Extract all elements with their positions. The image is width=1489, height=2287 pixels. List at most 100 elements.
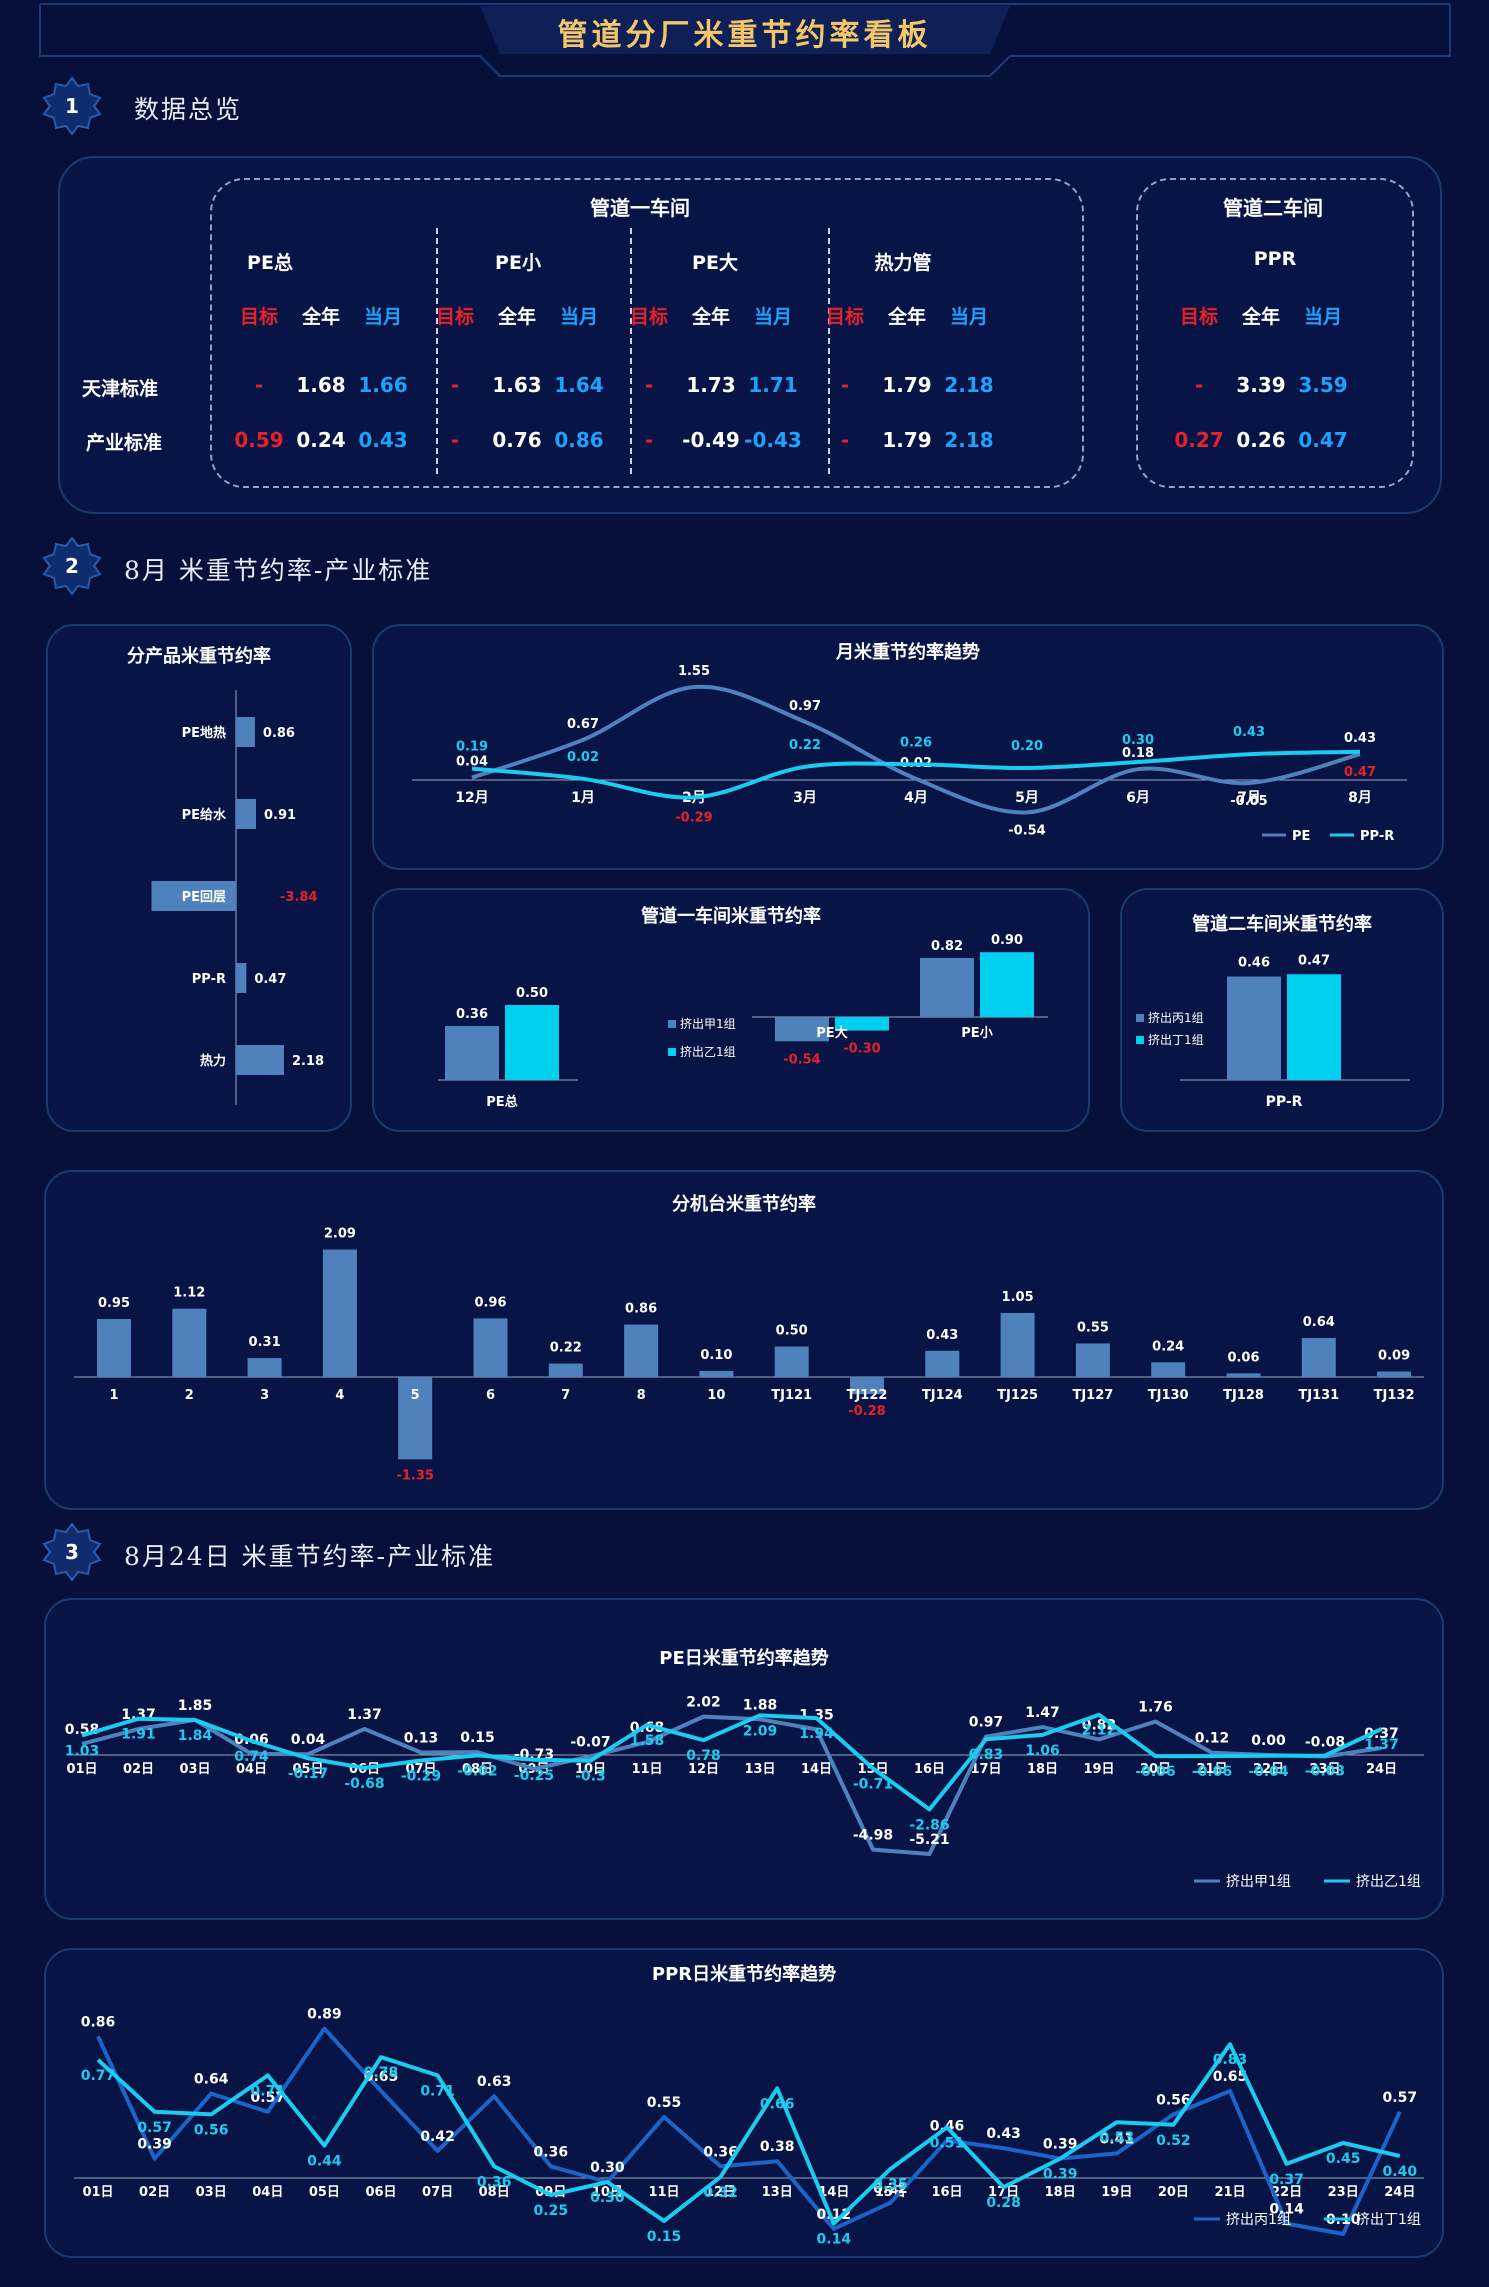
ws2-chart-title: 管道二车间米重节约率 bbox=[1192, 914, 1372, 935]
bar-TJ131 bbox=[1301, 1337, 1336, 1377]
x-tick-label: 18日 bbox=[1027, 1762, 1058, 1777]
data-label: 0.74 bbox=[234, 1749, 269, 1765]
x-tick-label: 10 bbox=[707, 1388, 725, 1403]
data-label: -0.06 bbox=[1192, 1764, 1232, 1780]
bar-3 bbox=[247, 1358, 282, 1377]
data-label: 2.12 bbox=[1082, 1723, 1117, 1739]
bar-PE给水 bbox=[236, 799, 257, 829]
data-label: 0.77 bbox=[81, 2068, 116, 2084]
legend-label: 挤出乙1组 bbox=[1356, 1874, 1421, 1890]
legend-label: 挤出丁1组 bbox=[1356, 2212, 1421, 2228]
data-label: 0.38 bbox=[760, 2139, 795, 2155]
data-label: 0.02 bbox=[567, 750, 599, 765]
monthly-chart-title: 月米重节约率趋势 bbox=[836, 642, 980, 663]
data-label: 0.40 bbox=[1383, 2164, 1418, 2180]
data-label: 0.55 bbox=[1077, 1320, 1109, 1335]
data-label: 0.25 bbox=[534, 2203, 569, 2219]
data-label: 1.55 bbox=[678, 664, 710, 679]
data-label: 0.90 bbox=[991, 933, 1023, 948]
data-label: 0.42 bbox=[420, 2129, 455, 2145]
data-label: 0.46 bbox=[1238, 956, 1270, 971]
x-tick-label: 4 bbox=[335, 1388, 344, 1403]
data-label: 0.14 bbox=[1269, 2202, 1304, 2218]
cell-value: 2.18 bbox=[944, 428, 994, 452]
ppr-daily-chart: 01日 02日 03日 04日 05日 06日 07日 08日 09日 10日 11日 12日 13日 1… bbox=[74, 2007, 1424, 2248]
col-head: 全年 bbox=[301, 306, 340, 328]
category-label: PE小 bbox=[961, 1026, 992, 1041]
x-tick-label: 02日 bbox=[139, 2185, 170, 2200]
legend-swatch bbox=[668, 1020, 676, 1028]
workshop1-box bbox=[210, 178, 1084, 488]
x-tick-label: 01日 bbox=[66, 1762, 97, 1777]
ppr-daily-panel bbox=[44, 1948, 1444, 2258]
data-label: 0.13 bbox=[404, 1731, 439, 1747]
group-name: PE总 bbox=[247, 252, 293, 274]
series-line-挤出丁1组 bbox=[96, 2042, 1401, 2226]
x-tick-label: 2 bbox=[185, 1388, 194, 1403]
x-tick-label: TJ121 bbox=[771, 1388, 812, 1403]
legend-label: PP-R bbox=[1360, 829, 1394, 844]
row-label-industry: 产业标准 bbox=[86, 432, 163, 454]
series-line-挤出乙1组 bbox=[81, 1712, 1383, 1812]
bar-4 bbox=[322, 1249, 357, 1377]
x-tick-label: 7 bbox=[561, 1388, 570, 1403]
pe-daily-panel bbox=[44, 1598, 1444, 1920]
cell-value: - bbox=[450, 373, 460, 397]
data-label: 0.43 bbox=[1233, 725, 1265, 740]
data-label: 0.37 bbox=[1364, 1726, 1399, 1742]
data-label: 0.09 bbox=[1378, 1349, 1410, 1364]
data-label: 0.04 bbox=[291, 1732, 326, 1748]
col-head: 当月 bbox=[753, 306, 792, 328]
bar-TJ132 bbox=[1377, 1371, 1412, 1377]
x-tick-label: 7月 bbox=[1237, 790, 1261, 806]
x-tick-label: 06日 bbox=[365, 2185, 396, 2200]
x-tick-label: 21日 bbox=[1196, 1762, 1227, 1777]
data-label: 0.39 bbox=[1043, 2137, 1078, 2153]
data-label: 0.43 bbox=[1344, 731, 1376, 746]
data-label: 0.36 bbox=[703, 2144, 738, 2160]
bar-PE总-挤出甲1组 bbox=[445, 1026, 499, 1080]
data-label: -0.25 bbox=[514, 1768, 554, 1784]
group-name: PE大 bbox=[692, 252, 738, 274]
data-label: -0.54 bbox=[783, 1052, 820, 1067]
x-tick-label: TJ128 bbox=[1223, 1388, 1264, 1403]
data-label: 0.66 bbox=[760, 2096, 795, 2112]
bar-PE大-挤出乙1组 bbox=[835, 1017, 889, 1031]
data-label: -0.05 bbox=[1230, 794, 1267, 809]
cell-value: 1.79 bbox=[882, 373, 932, 397]
x-tick-label: 19日 bbox=[1101, 2185, 1132, 2200]
x-tick-label: 3月 bbox=[793, 790, 817, 806]
data-label: 1.35 bbox=[799, 1707, 834, 1723]
ws2-chart-panel bbox=[1120, 888, 1444, 1132]
value-label: 0.86 bbox=[263, 726, 295, 741]
data-label: 1.47 bbox=[1025, 1705, 1060, 1721]
data-label: -0.02 bbox=[457, 1763, 497, 1779]
data-label: 0.83 bbox=[969, 1747, 1004, 1763]
cell-value: 0.24 bbox=[296, 428, 346, 452]
data-label: 0.97 bbox=[969, 1715, 1004, 1731]
col-head: 当月 bbox=[1303, 306, 1342, 328]
x-tick-label: 1月 bbox=[571, 790, 595, 806]
x-tick-label: 17日 bbox=[970, 1762, 1001, 1777]
data-label: 0.67 bbox=[567, 717, 599, 732]
cell-value: - bbox=[1194, 373, 1204, 397]
data-label: -0.71 bbox=[853, 1776, 893, 1792]
data-label: 0.95 bbox=[98, 1296, 130, 1311]
x-tick-label: 05日 bbox=[309, 2185, 340, 2200]
data-label: 0.28 bbox=[986, 2195, 1021, 2211]
data-label: 0.26 bbox=[900, 735, 932, 750]
cell-value: -0.49 bbox=[682, 428, 740, 452]
svg-text:3: 3 bbox=[65, 1540, 79, 1564]
product-chart-panel bbox=[46, 624, 352, 1132]
bar-TJ121 bbox=[774, 1346, 809, 1377]
x-tick-label: 16日 bbox=[914, 1762, 945, 1777]
data-label: 0.45 bbox=[1326, 2151, 1361, 2167]
data-label: 1.94 bbox=[799, 1726, 834, 1742]
product-chart: PE地热 0.86 PE给水 0.91 PE回层 -3.84 PP-R 0.47 热力 2.18 bbox=[151, 690, 324, 1105]
data-label: 0.14 bbox=[817, 2232, 852, 2248]
x-tick-label: 22日 bbox=[1271, 2185, 1302, 2200]
bar-PP-R bbox=[236, 963, 247, 993]
data-label: 0.30 bbox=[590, 2190, 625, 2206]
cell-value: 0.76 bbox=[492, 428, 542, 452]
